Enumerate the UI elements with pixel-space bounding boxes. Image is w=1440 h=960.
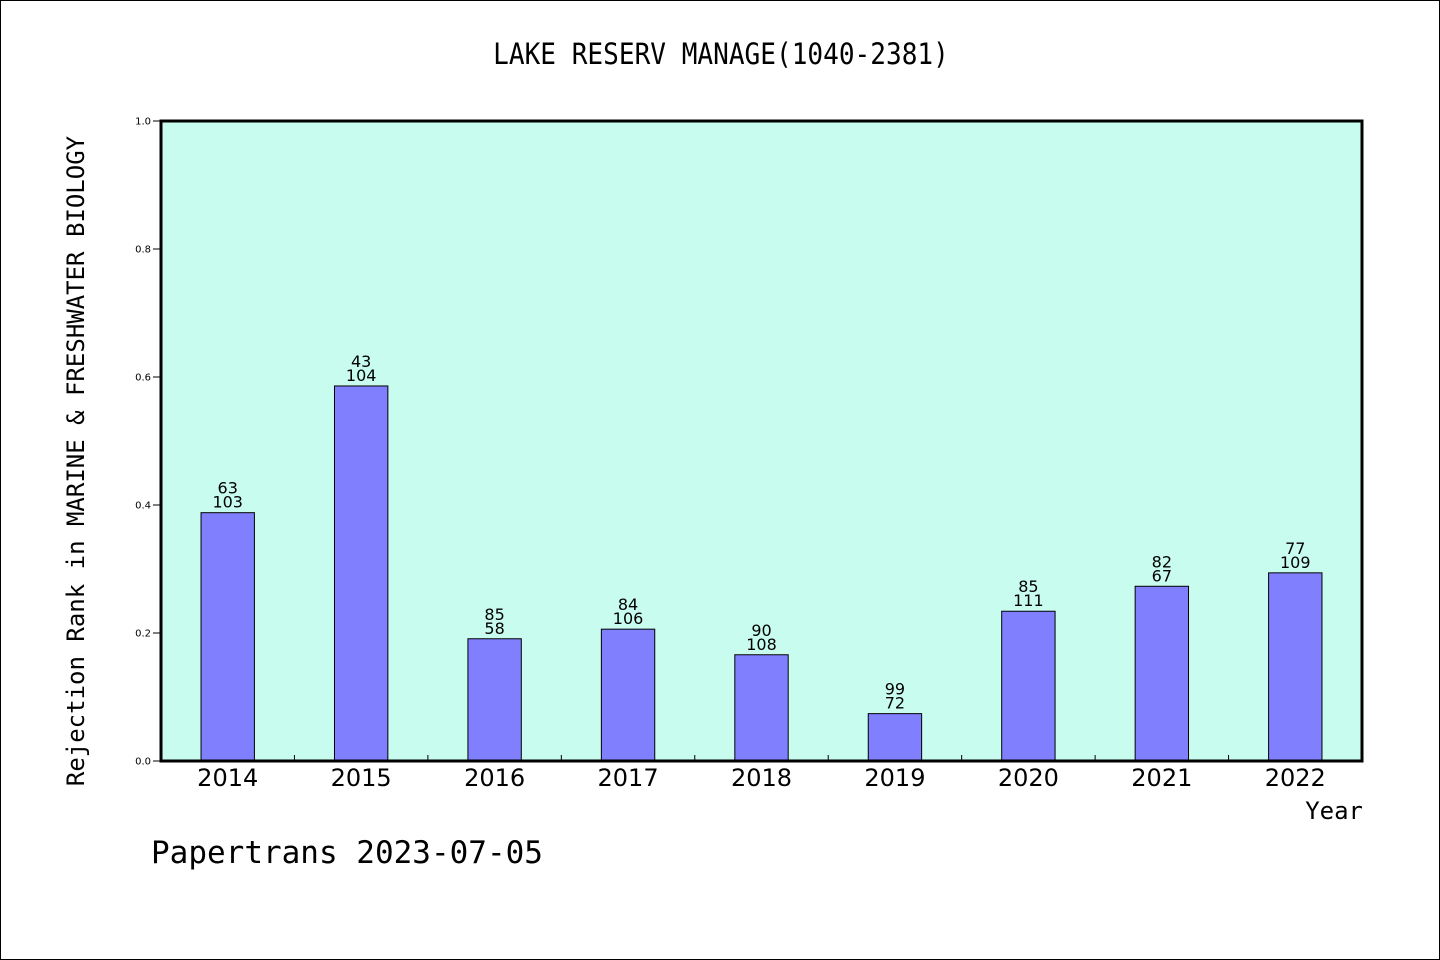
bar xyxy=(333,385,389,762)
y-axis-label: Rejection Rank in MARINE & FRESHWATER BI… xyxy=(62,135,90,787)
x-tick-label: 2019 xyxy=(864,764,925,792)
bar-label-bottom: 111 xyxy=(1013,591,1044,610)
y-tick-label: 0.8 xyxy=(135,245,151,256)
y-tick-label: 0.2 xyxy=(135,629,151,640)
x-tick-label: 2022 xyxy=(1265,764,1326,792)
bar-label-bottom: 109 xyxy=(1280,553,1311,572)
x-tick-label: 2014 xyxy=(197,764,258,792)
bar-label-top: 82 xyxy=(1152,552,1172,571)
x-tick-label: 2020 xyxy=(998,764,1059,792)
bar-label-bottom: 67 xyxy=(1152,566,1172,585)
y-tick-label: 0.6 xyxy=(135,373,151,384)
bar-label-top: 84 xyxy=(618,595,638,614)
bars: 6310343104855884106901089972851118267771… xyxy=(200,352,1323,762)
plot-border xyxy=(159,119,1364,763)
bar-label-top: 43 xyxy=(351,352,371,371)
x-tick-label: 2018 xyxy=(731,764,792,792)
x-tick-label: 2017 xyxy=(598,764,659,792)
bar xyxy=(1268,572,1323,762)
bar xyxy=(734,654,789,762)
bar xyxy=(200,512,255,762)
bar-label-bottom: 104 xyxy=(346,366,377,385)
bar-label-bottom: 72 xyxy=(885,694,905,713)
bar-label-top: 99 xyxy=(885,680,905,699)
y-tick-label: 1.0 xyxy=(135,117,151,128)
bar xyxy=(1001,610,1056,762)
bar-label-bottom: 108 xyxy=(746,635,777,654)
bar-label-top: 90 xyxy=(751,621,771,640)
bar xyxy=(867,713,923,762)
x-tick-label: 2016 xyxy=(464,764,525,792)
x-tick-label: 2015 xyxy=(331,764,392,792)
y-tick-label: 0.4 xyxy=(135,501,151,512)
bar-label-top: 63 xyxy=(218,479,238,498)
bar-label-top: 85 xyxy=(1018,577,1038,596)
x-axis-label: Year xyxy=(1305,797,1363,825)
y-tick-label: 0.0 xyxy=(135,757,151,768)
bar xyxy=(1134,585,1190,762)
bar-label-top: 85 xyxy=(484,605,504,624)
bar xyxy=(600,628,656,762)
bar-label-bottom: 103 xyxy=(212,493,243,512)
bar xyxy=(467,638,522,762)
y-axis: 0.0 0.2 0.4 0.6 0.8 1.0 xyxy=(135,117,161,768)
chart-title: LAKE RESERV MANAGE(1040-2381) xyxy=(493,37,949,71)
x-tick-label: 2021 xyxy=(1131,764,1192,792)
x-axis: 2014 2015 2016 2017 2018 2019 2020 2021 2022 xyxy=(197,755,1326,792)
bar-label-bottom: 106 xyxy=(613,609,644,628)
bar-label-bottom: 58 xyxy=(484,619,504,638)
bar-label-top: 77 xyxy=(1285,539,1305,558)
footer-credit: Papertrans 2023-07-05 xyxy=(151,835,543,871)
